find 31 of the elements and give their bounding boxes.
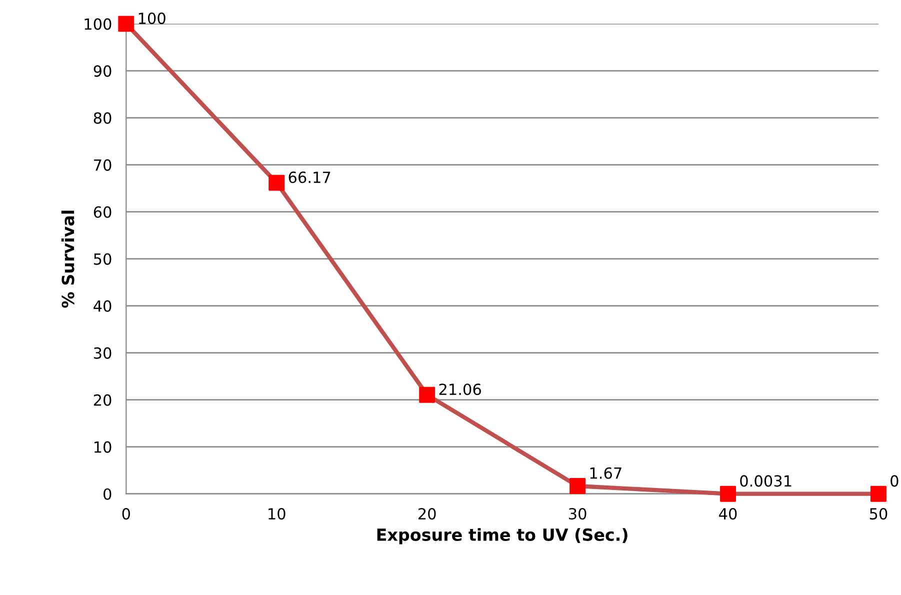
x-tick-label: 10 [268,508,286,520]
data-label: 100 [138,12,166,24]
data-label: 1.67 [590,467,622,479]
data-label: 66.17 [288,172,330,184]
point [268,174,285,191]
x-tick-label: 20 [418,508,436,520]
point [419,386,436,403]
data-label: 0 [890,475,898,487]
x-tick-label: 40 [719,508,737,520]
y-tick-label: 50 [94,253,112,265]
point [118,16,134,32]
x-axis-title: Exposure time to UV (Sec.) [377,528,628,544]
x-tick-label: 0 [122,508,130,520]
point [870,486,886,502]
y-tick-label: 10 [94,441,112,453]
y-axis-title: % Survival [61,210,74,308]
y-tick-label: 40 [94,300,112,312]
y-tick-label: 90 [94,65,112,77]
x-tick-label: 50 [870,508,888,520]
point [720,486,736,502]
y-tick-label: 100 [84,18,112,30]
data-label: 21.06 [439,384,481,396]
y-tick-label: 80 [94,112,112,124]
y-tick-label: 20 [94,394,112,406]
y-tick-label: 30 [94,347,112,359]
y-tick-label: 70 [94,159,112,171]
y-tick-label: 60 [94,206,112,218]
data-label: 0.0031 [740,475,792,487]
point [570,478,586,494]
y-tick-label: 0 [104,488,112,500]
x-tick-label: 30 [568,508,586,520]
